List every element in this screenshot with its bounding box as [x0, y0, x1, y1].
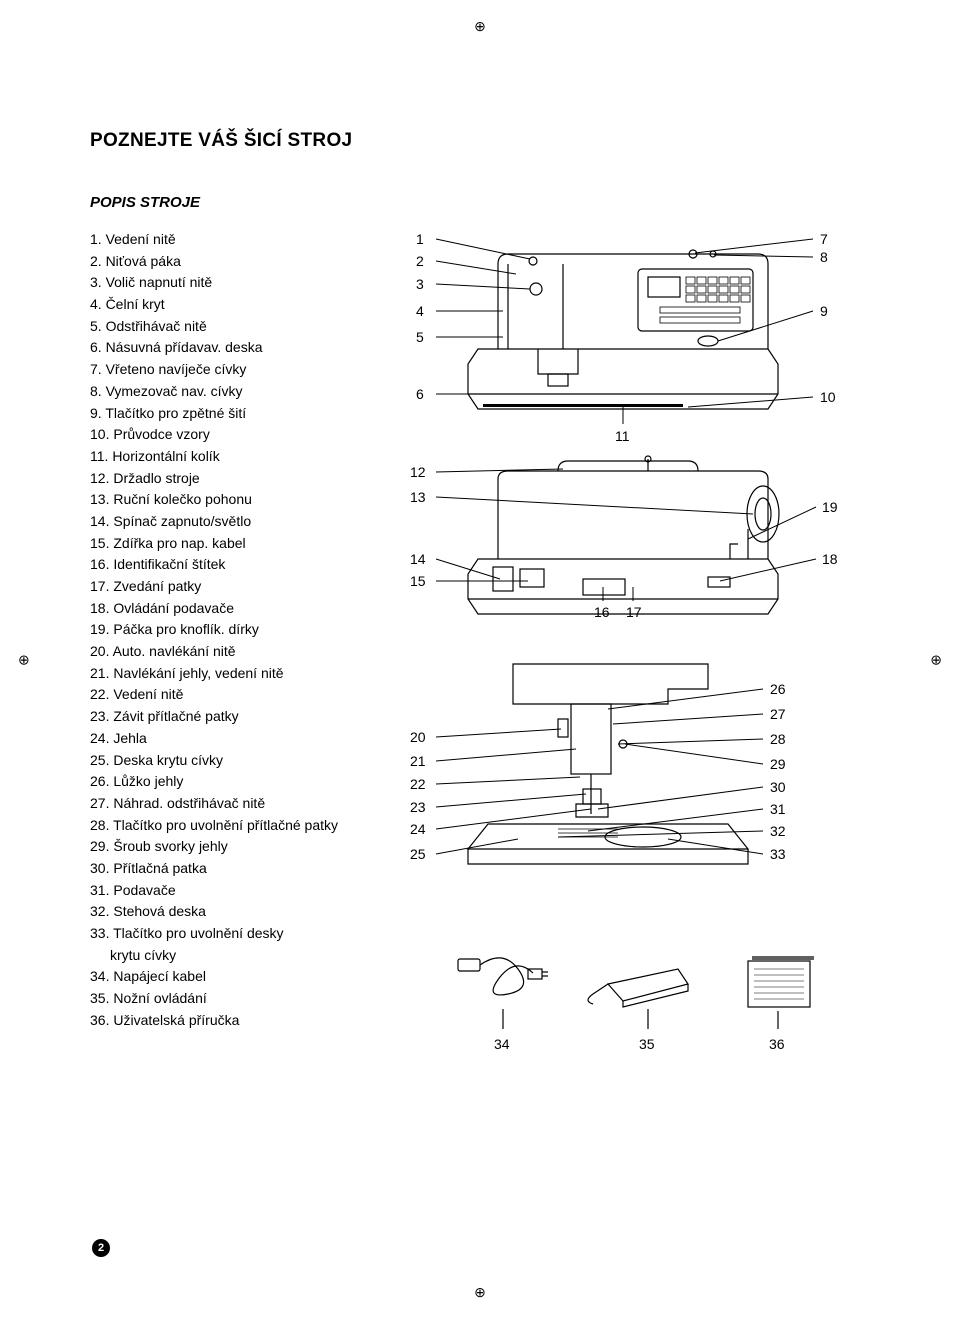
list-item: 26. Lůžko jehly: [90, 771, 370, 793]
list-item: 7. Vřeteno navíječe cívky: [90, 359, 370, 381]
label-7: 7: [820, 231, 828, 247]
list-item: 14. Spínač zapnuto/světlo: [90, 511, 370, 533]
label-13: 13: [410, 489, 426, 505]
label-19: 19: [822, 499, 838, 515]
list-item: 34. Napájecí kabel: [90, 966, 370, 988]
list-item: 8. Vymezovač nav. cívky: [90, 381, 370, 403]
label-8: 8: [820, 249, 828, 265]
label-36: 36: [769, 1036, 785, 1052]
list-item: 17. Zvedání patky: [90, 576, 370, 598]
list-item-continuation: krytu cívky: [90, 945, 370, 967]
label-22: 22: [410, 776, 426, 792]
label-9: 9: [820, 303, 828, 319]
list-item: 23. Závit přítlačné patky: [90, 706, 370, 728]
section-subtitle: POPIS STROJE: [90, 194, 870, 211]
parts-list: 1. Vedení nitě2. Niťová páka3. Volič nap…: [90, 229, 370, 1149]
list-item: 27. Náhrad. odstřihávač nitě: [90, 793, 370, 815]
list-item: 18. Ovládání podavače: [90, 598, 370, 620]
list-item: 2. Niťová páka: [90, 251, 370, 273]
leaders-left-1: [436, 239, 530, 394]
list-item: 36. Uživatelská příručka: [90, 1010, 370, 1032]
label-23: 23: [410, 799, 426, 815]
crop-mark-left: ⊕: [18, 651, 30, 668]
list-item: 1. Vedení nitě: [90, 229, 370, 251]
label-20: 20: [410, 729, 426, 745]
list-item: 32. Stehová deska: [90, 901, 370, 923]
crop-mark-right: ⊕: [930, 651, 942, 668]
leaders-left-3: [436, 729, 591, 854]
needle-closeup: [468, 664, 748, 864]
diagram-column: 1 2 3 4 5 6 7 8 9 10 11: [408, 229, 870, 1149]
crop-mark-top: ⊕: [474, 18, 486, 35]
page-title: POZNEJTE VÁŠ ŠICÍ STROJ: [90, 130, 870, 152]
label-1: 1: [416, 231, 424, 247]
page-number-badge: 2: [92, 1239, 110, 1257]
label-16: 16: [594, 604, 610, 620]
label-4: 4: [416, 303, 424, 319]
list-item: 5. Odstřihávač nitě: [90, 316, 370, 338]
label-24: 24: [410, 821, 426, 837]
list-item: 3. Volič napnutí nitě: [90, 272, 370, 294]
list-item: 30. Přítlačná patka: [90, 858, 370, 880]
list-item: 9. Tlačítko pro zpětné šití: [90, 403, 370, 425]
list-item: 22. Vedení nitě: [90, 684, 370, 706]
list-item: 12. Držadlo stroje: [90, 468, 370, 490]
list-item: 6. Násuvná přídavav. deska: [90, 337, 370, 359]
list-item: 4. Čelní kryt: [90, 294, 370, 316]
machine-rear: [468, 456, 779, 614]
label-12: 12: [410, 464, 426, 480]
list-item: 21. Navlékání jehly, vedení nitě: [90, 663, 370, 685]
label-35: 35: [639, 1036, 655, 1052]
label-18: 18: [822, 551, 838, 567]
list-item: 20. Auto. navlékání nitě: [90, 641, 370, 663]
label-25: 25: [410, 846, 426, 862]
label-15: 15: [410, 573, 426, 589]
label-6: 6: [416, 386, 424, 402]
list-item: 15. Zdířka pro nap. kabel: [90, 533, 370, 555]
crop-mark-bottom: ⊕: [474, 1284, 486, 1301]
list-item: 19. Páčka pro knoflík. dírky: [90, 619, 370, 641]
list-item: 11. Horizontální kolík: [90, 446, 370, 468]
label-5: 5: [416, 329, 424, 345]
page-number: 2: [98, 1242, 104, 1254]
list-item: 13. Ruční kolečko pohonu: [90, 489, 370, 511]
label-3: 3: [416, 276, 424, 292]
label-14: 14: [410, 551, 426, 567]
list-item: 10. Průvodce vzory: [90, 424, 370, 446]
label-11: 11: [615, 428, 630, 444]
label-30: 30: [770, 779, 786, 795]
label-33: 33: [770, 846, 786, 862]
list-item: 28. Tlačítko pro uvolnění přítlačné patk…: [90, 815, 370, 837]
label-34: 34: [494, 1036, 510, 1052]
label-10: 10: [820, 389, 836, 405]
list-item: 33. Tlačítko pro uvolnění desky: [90, 923, 370, 945]
label-29: 29: [770, 756, 786, 772]
list-item: 35. Nožní ovládání: [90, 988, 370, 1010]
content-row: 1. Vedení nitě2. Niťová páka3. Volič nap…: [90, 229, 870, 1149]
label-21: 21: [410, 753, 426, 769]
label-27: 27: [770, 706, 786, 722]
label-26: 26: [770, 681, 786, 697]
label-2: 2: [416, 253, 424, 269]
list-item: 16. Identifikační štítek: [90, 554, 370, 576]
label-32: 32: [770, 823, 786, 839]
label-31: 31: [770, 801, 786, 817]
leaders-left-2: [436, 469, 753, 581]
accessories: [458, 957, 814, 1029]
list-item: 31. Podavače: [90, 880, 370, 902]
label-17: 17: [626, 604, 642, 620]
list-item: 29. Šroub svorky jehly: [90, 836, 370, 858]
label-28: 28: [770, 731, 786, 747]
list-item: 24. Jehla: [90, 728, 370, 750]
list-item: 25. Deska krytu cívky: [90, 750, 370, 772]
machine-diagram: 1 2 3 4 5 6 7 8 9 10 11: [408, 229, 868, 1149]
